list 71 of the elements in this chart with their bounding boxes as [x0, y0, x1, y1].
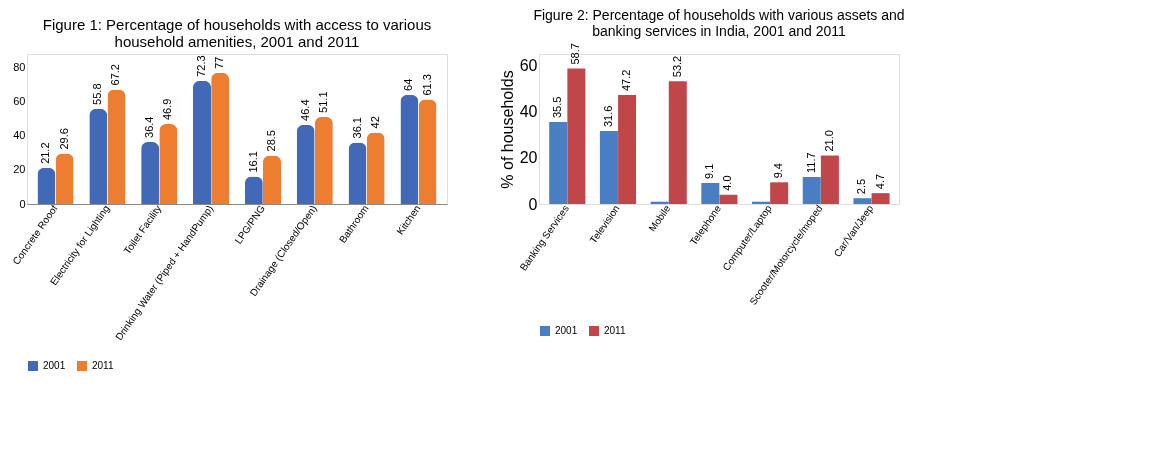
bar: [549, 122, 568, 204]
bar: [719, 194, 738, 204]
data-label: 47.2: [620, 69, 633, 92]
bar: [159, 124, 178, 204]
data-label: 46.4: [298, 99, 311, 121]
data-label: 29.6: [57, 128, 70, 150]
data-label: 4.0: [721, 175, 734, 191]
data-label: 61.3: [420, 74, 433, 96]
data-label: 58.7: [569, 43, 582, 65]
bar: [599, 131, 618, 204]
bar: [107, 89, 126, 204]
y-tick-label: 80: [13, 61, 26, 74]
y-tick-label: 60: [13, 95, 26, 108]
y-tick-label: 20: [13, 163, 26, 176]
data-label: 77: [213, 56, 226, 69]
data-label: 21.0: [822, 130, 835, 152]
data-label: 21.2: [39, 142, 52, 164]
bar: [55, 153, 74, 204]
chart-title: Figure 2: Percentage of households with various assets and banking services in India, 2001 and 2011: [533, 7, 905, 40]
bar: [567, 68, 586, 204]
data-label: 2.5: [855, 178, 868, 195]
data-label: 28.5: [265, 130, 277, 152]
bar: [853, 198, 872, 204]
data-label: 31.6: [601, 105, 614, 128]
bar: [348, 142, 367, 204]
bar: [263, 155, 281, 204]
bar: [418, 99, 437, 204]
bar: [701, 183, 720, 204]
legend-label: 2001: [555, 325, 578, 336]
data-label: 72.3: [195, 55, 207, 77]
bar: [211, 72, 230, 204]
chart-title: Figure 1: Percentage of households with access to various household amenities, 2001 and 2011: [42, 16, 432, 50]
bar: [802, 177, 821, 204]
bar: [668, 81, 687, 204]
bar: [871, 193, 890, 204]
data-label: 67.2: [109, 64, 122, 86]
y-tick-label: 60: [519, 57, 538, 75]
legend-label: 2011: [92, 360, 114, 371]
y-tick-label: 20: [519, 149, 538, 167]
data-label: 53.2: [670, 55, 683, 78]
y-tick-label: 0: [528, 195, 538, 213]
bar: [89, 108, 108, 204]
data-label: 4.7: [873, 173, 886, 190]
bar: [141, 141, 160, 204]
data-label: 55.8: [91, 83, 104, 105]
data-label: 46.9: [161, 98, 174, 121]
bar: [400, 94, 419, 204]
data-label: 11.7: [804, 152, 817, 173]
data-label: 35.5: [551, 96, 564, 119]
data-label: 16.1: [246, 151, 259, 173]
legend-label: 2011: [604, 325, 626, 336]
bar: [193, 80, 211, 204]
data-label: 42: [368, 116, 381, 129]
y-axis-title: % of households: [498, 70, 516, 189]
bar: [366, 132, 385, 204]
data-label: 9.4: [772, 163, 785, 179]
bar: [820, 155, 839, 204]
bar: [618, 95, 637, 204]
data-label: 64: [402, 78, 415, 91]
data-label: 51.1: [316, 91, 329, 113]
bar: [296, 124, 315, 204]
bar: [37, 167, 56, 204]
legend-label: 2001: [43, 360, 66, 371]
data-label: 36.1: [350, 117, 363, 139]
y-tick-label: 0: [19, 197, 26, 210]
data-label: 9.1: [703, 163, 716, 179]
data-label: 36.4: [143, 116, 156, 138]
bar: [770, 182, 789, 204]
y-tick-label: 40: [519, 103, 538, 121]
bar: [314, 116, 333, 204]
y-tick-label: 40: [13, 129, 26, 142]
